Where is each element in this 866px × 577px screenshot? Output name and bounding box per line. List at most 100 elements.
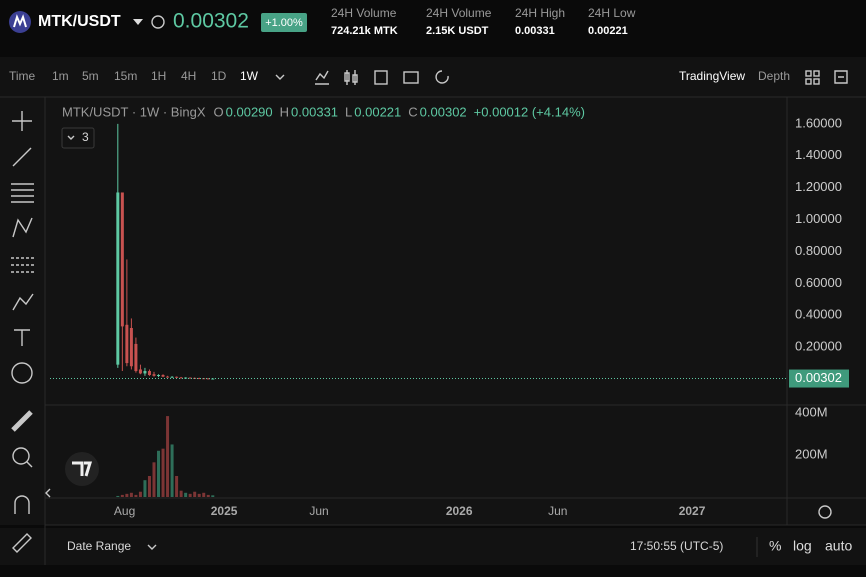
candle-body	[179, 377, 183, 379]
collapse[interactable]	[45, 488, 51, 498]
toolbar-icons	[147, 70, 848, 550]
y-tick-label: 0.20000	[795, 339, 842, 354]
drawing-tools	[11, 111, 51, 553]
interval[interactable]: 5m	[82, 69, 99, 83]
volume-bar	[202, 492, 206, 497]
fib-tool[interactable]	[11, 183, 34, 203]
candle-body	[147, 371, 151, 376]
volume-tick-label: 200M	[795, 446, 828, 461]
text-tool[interactable]	[14, 329, 30, 346]
layout-icon	[813, 78, 820, 85]
volume-bar	[184, 492, 188, 497]
settings-icon[interactable]	[818, 505, 832, 519]
indicators-box[interactable]	[61, 127, 95, 149]
volume-bar	[152, 462, 156, 497]
range-caret[interactable]	[147, 544, 157, 550]
layout-icon	[813, 70, 820, 77]
interval[interactable]: 15m	[114, 69, 137, 83]
candle-icon[interactable]	[344, 70, 358, 85]
indicator-icon[interactable]	[315, 70, 329, 85]
pair[interactable]: MTK/USDT	[38, 13, 121, 30]
ohlc-key: O	[214, 104, 224, 119]
y-tick-label: 1.40000	[795, 147, 842, 162]
stat-label: 24H High	[515, 6, 565, 20]
info-icon[interactable]	[151, 15, 165, 29]
crosshair-tool[interactable]	[12, 111, 32, 131]
candle-body	[206, 378, 210, 380]
template-icon[interactable]	[374, 70, 388, 85]
x-tick-label: 2026	[446, 504, 473, 518]
view-tab[interactable]: TradingView	[679, 69, 745, 83]
brush-tool[interactable]	[12, 293, 34, 311]
ohlc-value: 0.00221	[354, 104, 401, 119]
candle-body	[129, 327, 133, 367]
volume-bar	[179, 490, 183, 497]
scale-option[interactable]: log	[793, 538, 812, 554]
change: +1.00%	[265, 17, 303, 29]
date-range[interactable]: Date Range	[67, 539, 131, 553]
lock-tool[interactable]	[12, 533, 32, 553]
candle-body	[170, 376, 174, 378]
stat-label: 24H Low	[588, 6, 636, 20]
zoom-tool[interactable]	[12, 447, 30, 465]
interval-caret[interactable]	[275, 74, 285, 80]
clock: 17:50:55 (UTC-5)	[630, 539, 723, 553]
x-tick-label: 2025	[211, 504, 238, 518]
logo-mark	[13, 14, 27, 28]
y-tick-label: 0.80000	[795, 243, 842, 258]
tv-mark	[72, 461, 93, 477]
candle-body	[152, 374, 156, 376]
stat-label: 24H Volume	[331, 6, 397, 20]
interval[interactable]: 1W	[240, 69, 259, 83]
ohlc-key: L	[345, 104, 352, 119]
reset-icon[interactable]	[435, 70, 449, 84]
projection-tool[interactable]	[11, 257, 34, 273]
interval[interactable]: 1D	[211, 69, 227, 83]
pair-caret[interactable]	[133, 19, 143, 25]
interval[interactable]: 4H	[181, 69, 196, 83]
camera-icon[interactable]	[403, 71, 419, 84]
volume-bar	[129, 492, 133, 497]
x-tick-label: Aug	[114, 504, 135, 518]
indicators-count: 3	[82, 130, 89, 144]
candle-body	[143, 371, 147, 374]
candle-body	[166, 376, 170, 378]
candle-body	[188, 377, 192, 379]
volume-bar	[138, 491, 142, 497]
view-tab[interactable]: Depth	[758, 69, 790, 83]
indicators-caret[interactable]	[67, 135, 75, 140]
y-tick-label: 0.40000	[795, 307, 842, 322]
ohlc-key: C	[408, 104, 417, 119]
candle-body	[116, 192, 120, 365]
ruler-tool[interactable]	[11, 410, 33, 432]
ohlc-value: 0.00290	[226, 104, 273, 119]
volume-bar	[143, 480, 147, 497]
volume-bar	[193, 491, 197, 497]
layout-icon	[805, 78, 812, 85]
candle-body	[197, 378, 201, 380]
x-tick-label: 2027	[679, 504, 706, 518]
y-tick-label: 1.60000	[795, 115, 842, 130]
pattern-tool[interactable]	[12, 217, 33, 238]
candle-body	[120, 192, 124, 327]
legend-change: +0.00012 (+4.14%)	[474, 104, 585, 119]
magnet-tool[interactable]	[14, 495, 30, 514]
volume-bar	[120, 494, 124, 497]
last-price-label: 0.00302	[795, 370, 842, 385]
fullscreen-icon[interactable]	[834, 70, 848, 84]
change-badge	[261, 13, 307, 32]
toolbar-bg	[0, 57, 866, 97]
volume-bar	[170, 444, 174, 497]
stat-label: 24H Volume	[426, 6, 492, 20]
candle-body	[157, 375, 161, 377]
stat-value: 2.15K USDT	[426, 25, 489, 37]
interval: Time	[9, 69, 36, 83]
interval[interactable]: 1m	[52, 69, 69, 83]
scale-option[interactable]: auto	[825, 538, 852, 554]
line-tool[interactable]	[12, 147, 32, 167]
scale-option[interactable]: %	[769, 538, 781, 554]
interval[interactable]: 1H	[151, 69, 166, 83]
emoji-tool[interactable]	[11, 362, 33, 384]
layout-icon[interactable]	[805, 70, 812, 77]
